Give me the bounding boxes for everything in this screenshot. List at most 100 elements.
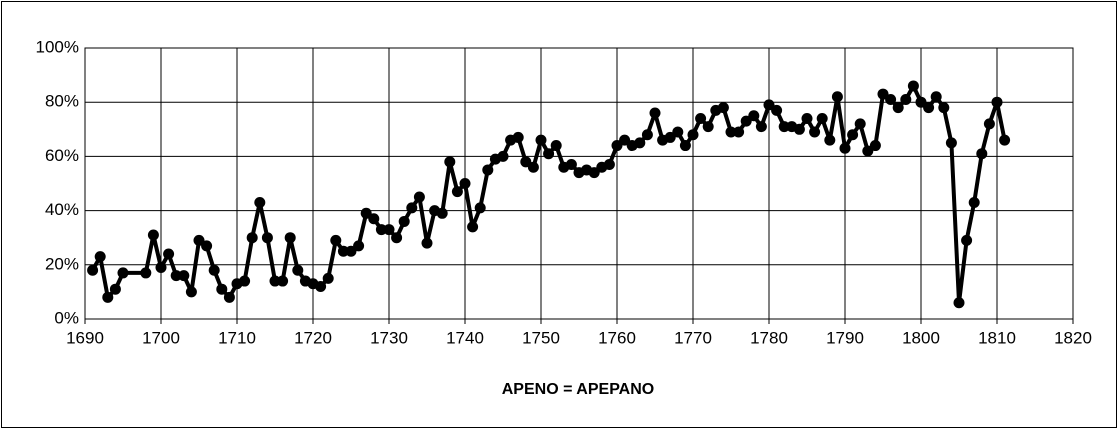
data-point [360,207,372,219]
data-point [664,131,676,143]
x-tick-label: 1800 [902,328,940,347]
data-point [512,131,524,143]
data-point [885,93,897,105]
data-point [315,280,327,292]
data-point [391,232,403,244]
data-point [847,129,859,141]
data-point [991,96,1003,108]
data-point [687,129,699,141]
data-point [201,240,213,252]
data-point [543,148,555,160]
data-point [869,140,881,152]
x-tick-label: 1710 [218,328,256,347]
data-point [535,134,547,146]
data-point [117,267,129,279]
data-point [421,237,433,249]
x-axis-label: APENO = APEPANO [502,381,654,398]
x-tick-label: 1820 [1054,328,1092,347]
x-tick-label: 1700 [142,328,180,347]
data-point [284,232,296,244]
data-point [953,297,965,309]
data-point [353,240,365,252]
data-point [611,140,623,152]
data-point [467,221,479,233]
x-tick-label: 1720 [294,328,332,347]
data-point [239,275,251,287]
data-point [102,291,114,303]
data-point [999,134,1011,146]
data-point [413,191,425,203]
data-point [520,156,532,168]
data-point [679,140,691,152]
data-point [375,224,387,236]
x-tick-label: 1810 [978,328,1016,347]
data-point [163,248,175,260]
data-point [223,291,235,303]
data-point [809,126,821,138]
data-point [459,178,471,189]
data-point [831,91,843,103]
data-point [330,234,342,246]
data-point [322,272,334,284]
data-point [824,134,836,146]
x-tick-label: 1770 [674,328,712,347]
x-tick-label: 1790 [826,328,864,347]
data-point [968,196,980,208]
data-point [816,112,828,124]
data-point [915,96,927,108]
data-point [474,202,486,214]
x-tick-label: 1690 [66,328,104,347]
x-tick-label: 1750 [522,328,560,347]
data-point [383,224,395,236]
data-point [406,202,418,214]
data-point [717,102,729,114]
data-point [208,264,220,276]
data-point [793,123,805,135]
data-point [854,118,866,130]
data-point [771,104,783,116]
data-point [147,229,159,241]
data-point [649,107,661,119]
data-point [140,267,152,279]
data-point [216,283,228,295]
x-tick-label: 1730 [370,328,408,347]
data-point [755,121,767,133]
data-point [550,140,562,152]
data-point [436,207,448,219]
data-point [588,167,600,179]
data-point [862,145,874,157]
data-point [938,102,950,114]
y-tick-label: 80% [45,92,79,111]
data-point [603,159,615,171]
data-point [945,137,957,149]
data-point [155,262,167,274]
plot-area [84,47,1074,320]
data-point [444,156,456,168]
data-point [185,286,197,298]
data-point [193,234,205,246]
data-point [976,148,988,160]
data-point [87,264,99,276]
data-point [497,150,509,162]
data-point [725,126,737,138]
data-point [451,186,463,198]
data-point [641,129,653,141]
data-point [672,126,684,138]
data-point [695,112,707,124]
y-tick-label: 100% [36,37,79,56]
data-point [702,121,714,133]
data-point [900,93,912,105]
data-point [398,215,410,227]
data-point [733,126,745,138]
data-point [892,102,904,114]
data-point [923,102,935,114]
data-point [277,275,289,287]
data-point [94,251,106,263]
y-tick-label: 0% [54,308,79,327]
data-point [634,137,646,149]
data-point [482,164,494,176]
data-point [254,196,266,208]
y-tick-label: 40% [45,200,79,219]
data-point [930,91,942,103]
